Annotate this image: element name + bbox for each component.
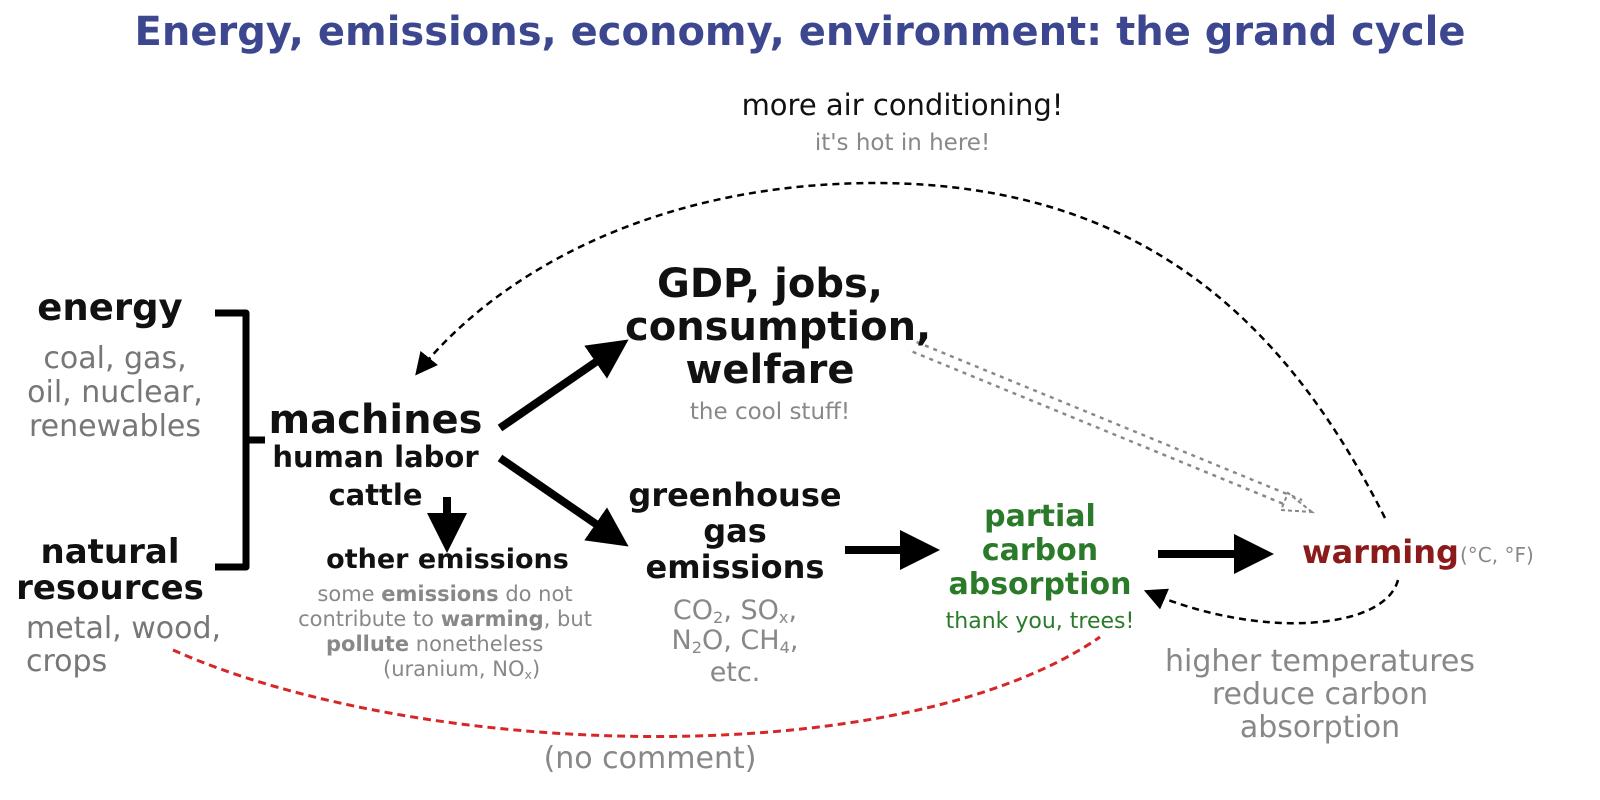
- arrow-machines-to-gdp: [497, 339, 629, 432]
- higher-temp-note-2: reduce carbon: [1211, 677, 1429, 712]
- arrow-warming-to-machines: [415, 181, 1387, 519]
- gdp-note: the cool stuff!: [689, 399, 851, 425]
- gdp-label-2: consumption,: [625, 304, 932, 350]
- other-emissions-note-4: (uranium, NOx): [383, 657, 541, 683]
- higher-temp-note-1: higher temperatures: [1165, 644, 1475, 679]
- natural-resources-items-2: crops: [26, 644, 108, 679]
- absorption-label-2: carbon: [981, 533, 1099, 568]
- energy-sources-3: renewables: [29, 409, 201, 444]
- diagram-title: Energy, emissions, economy, environment:…: [134, 9, 1466, 55]
- natural-resources-label-2: resources: [16, 568, 204, 608]
- absorption-note: thank you, trees!: [945, 609, 1135, 634]
- human-labor-label: human labor: [272, 440, 479, 474]
- ghg-gases-2: N2O, CH4,: [671, 625, 799, 658]
- ghg-gases-1: CO2, SOx,: [672, 595, 798, 628]
- absorption-label-1: partial: [984, 499, 1096, 534]
- energy-label: energy: [37, 286, 183, 329]
- other-emissions-note-3: pollute nonetheless: [326, 632, 544, 656]
- gdp-label-3: welfare: [685, 347, 855, 393]
- energy-sources-1: coal, gas,: [43, 341, 187, 376]
- arrow-warming-to-absorption: [1143, 579, 1400, 625]
- other-emissions-note-2: contribute to warming, but: [298, 607, 592, 631]
- higher-temp-note-3: absorption: [1239, 710, 1401, 745]
- ac-label: more air conditioning!: [741, 88, 1064, 122]
- other-emissions-note-1: some emissions do not: [317, 582, 573, 606]
- arrow-resources-to-absorption: [172, 635, 1101, 738]
- warming-units: (°C, °F): [1460, 543, 1534, 567]
- ghg-gases-3: etc.: [709, 657, 761, 688]
- arrow-machines-to-ghg: [497, 454, 629, 547]
- gdp-label-1: GDP, jobs,: [657, 261, 883, 307]
- cattle-label: cattle: [328, 478, 423, 512]
- ghg-label-3: emissions: [645, 548, 825, 586]
- ac-note: it's hot in here!: [814, 130, 991, 156]
- absorption-label-3: absorption: [948, 567, 1132, 602]
- natural-resources-label-1: natural: [40, 532, 180, 572]
- ghg-label-2: gas: [703, 512, 767, 550]
- other-emissions-label: other emissions: [326, 544, 569, 575]
- ghg-label-1: greenhouse: [628, 476, 842, 514]
- machines-label: machines: [268, 397, 483, 443]
- no-comment-label: (no comment): [543, 741, 757, 776]
- energy-sources-2: oil, nuclear,: [27, 375, 203, 410]
- natural-resources-items-1: metal, wood,: [26, 611, 222, 646]
- warming-label: warming: [1302, 533, 1459, 571]
- bracket: [215, 309, 265, 571]
